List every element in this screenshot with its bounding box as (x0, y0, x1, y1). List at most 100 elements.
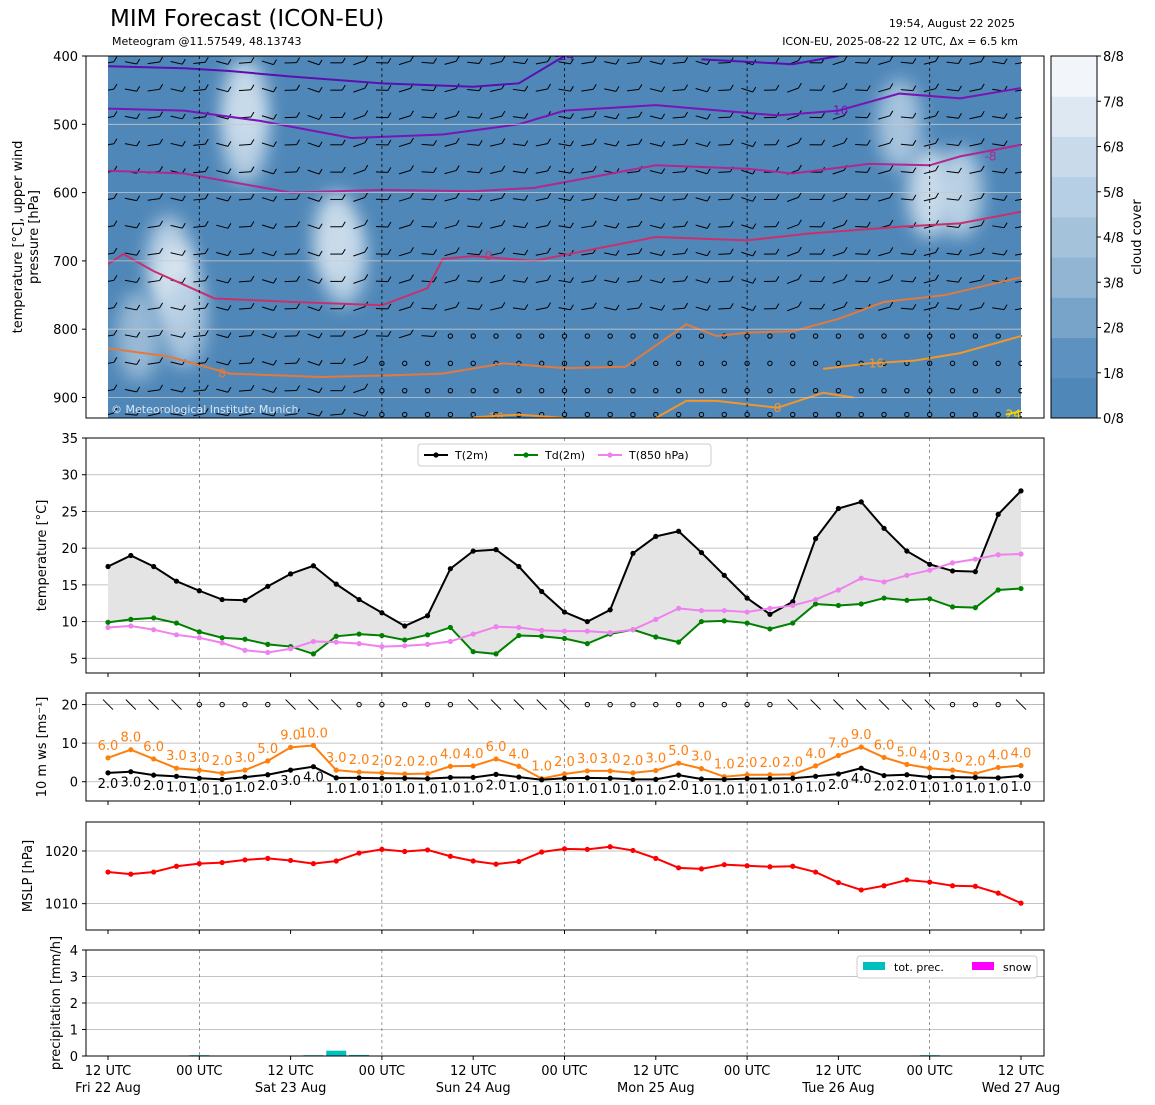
wind-barb-flag (524, 85, 529, 92)
wind-barb (513, 699, 525, 710)
wind-barb-flag (273, 410, 278, 417)
wind-barb (512, 198, 525, 201)
wind-barb-flag (433, 167, 437, 173)
wind-barb-flag (273, 387, 277, 393)
wind-barb (108, 361, 114, 364)
precipitation-panel: 0 1 2 3 4 precipitation [mm/h] tot. prec. snow 1… (49, 936, 1060, 1096)
wind-barb (878, 306, 890, 311)
wind-barb-flag (889, 192, 894, 199)
data-point (447, 624, 453, 631)
wind-barb (581, 252, 594, 256)
wind-barb-flag (843, 56, 848, 62)
wind-barb (193, 89, 206, 92)
wind-barb (512, 61, 525, 65)
wind-barb-flag (250, 248, 255, 254)
wind-barb-flag (387, 330, 392, 337)
wind-barb (535, 61, 548, 65)
calm-wind-marker (790, 387, 796, 394)
data-point (858, 744, 864, 750)
calm-wind-marker (995, 360, 1001, 367)
wind-barb (558, 88, 571, 92)
wind-barb-flag (935, 83, 939, 89)
wind-barb (695, 251, 708, 257)
wind-barb (307, 169, 320, 175)
wind-barb-flag (752, 223, 757, 229)
wind-barb (604, 252, 617, 256)
wind-barb (124, 115, 137, 120)
calm-wind-marker (607, 360, 613, 367)
wind-barb (307, 306, 320, 312)
wind-barb-flag (661, 304, 666, 311)
cross-section-frame (85, 55, 1045, 419)
wind-barb (969, 306, 982, 311)
data-point (972, 771, 978, 777)
issue-time: 19:54, August 22 2025 (888, 17, 1015, 30)
wind-barb-flag (227, 86, 232, 92)
data-point (493, 651, 499, 657)
wind-barb (261, 388, 274, 393)
y-axis-label: 10 m ws [ms⁻¹] (35, 697, 50, 798)
wind-barb (1015, 699, 1027, 710)
wind-barb-flag (684, 139, 689, 145)
data-label: 1.0 (942, 781, 963, 796)
data-point (516, 563, 522, 570)
wind-barb-flag (296, 408, 300, 415)
data-point (744, 863, 750, 869)
wind-barb-flag (638, 193, 643, 199)
wind-barb (1015, 226, 1022, 229)
wind-barb-flag (318, 141, 323, 148)
colorbar-band (1051, 257, 1097, 298)
wind-barb (467, 116, 480, 119)
wind-barb (832, 115, 845, 120)
wind-barb (900, 198, 913, 201)
wind-barb-flag (341, 84, 346, 91)
wind-barb (124, 61, 137, 65)
data-point (744, 620, 750, 626)
wind-barb-flag (364, 110, 369, 116)
calm-wind-marker (949, 333, 956, 339)
wind-barb (695, 115, 708, 120)
data-point (219, 640, 225, 646)
wind-barb-flag (136, 304, 141, 311)
isotherm-line (473, 413, 565, 418)
wind-barb-flag (569, 85, 574, 92)
wind-barb (1015, 280, 1022, 283)
y-tick-label: 1010 (45, 898, 78, 913)
wind-barb-flag (250, 193, 255, 200)
wind-barb-flag (912, 303, 917, 310)
wind-barb-flag (273, 223, 277, 229)
wind-barb-flag (843, 274, 848, 280)
wind-barb (261, 361, 274, 366)
data-point (927, 596, 933, 602)
calm-wind-marker (447, 333, 454, 339)
data-point (516, 763, 522, 769)
cloud-patch (222, 92, 267, 183)
wind-barb (108, 334, 114, 337)
calm-wind-marker (653, 360, 659, 367)
wind-barb (398, 224, 411, 229)
wind-barb (353, 115, 365, 120)
x-day-label: Wed 27 Aug (982, 1081, 1061, 1096)
calm-wind-marker (675, 701, 682, 708)
calm-wind-marker (972, 387, 979, 394)
wind-barb (307, 197, 320, 202)
cross-section-panel: -24 -16 -8 0 8 16 16 8 24 400 500 600 700 800 900 tempe… (11, 50, 1145, 427)
wind-barb (786, 224, 799, 230)
wind-barb-flag (980, 220, 985, 226)
wind-barb-flag (250, 57, 255, 63)
wind-barb (216, 224, 229, 229)
wind-barb (718, 307, 731, 310)
wind-barb-flag (204, 138, 209, 145)
x-day-label: Mon 25 Aug (617, 1081, 695, 1096)
wind-barb (124, 197, 137, 202)
data-point (767, 605, 773, 611)
wind-barb (444, 115, 457, 120)
calm-wind-marker (835, 333, 842, 339)
wind-barb (124, 252, 137, 256)
y-tick-label: 900 (53, 392, 78, 407)
data-point (584, 618, 590, 625)
wind-barb-flag (752, 305, 757, 311)
wind-barb-flag (136, 113, 141, 119)
wind-barb-flag (250, 111, 255, 118)
wind-barb-flag (364, 219, 369, 226)
